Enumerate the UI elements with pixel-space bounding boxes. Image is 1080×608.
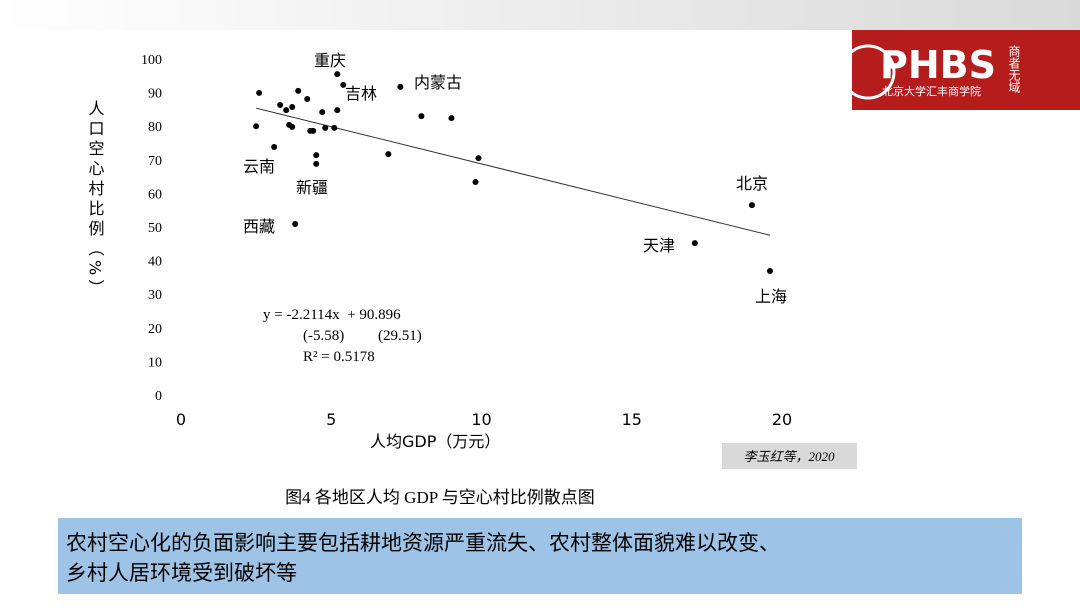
point [448, 115, 455, 122]
point [310, 127, 317, 134]
source-box [722, 443, 857, 469]
point-label: 上海 [755, 287, 787, 306]
x-tick-label: 15 [622, 410, 642, 429]
point [418, 113, 425, 120]
summary-line: 乡村人居环境受到破坏等 [66, 561, 297, 585]
trendline [256, 107, 771, 236]
point [271, 144, 278, 151]
top-bar [0, 0, 1080, 30]
y-tick-label: 50 [148, 221, 162, 236]
point-label: 西藏 [243, 217, 275, 236]
point [397, 83, 404, 90]
point-label: 天津 [643, 236, 675, 255]
source: 李玉红等，2020 [743, 449, 835, 464]
summary-box [58, 518, 1022, 594]
point [304, 95, 311, 102]
y-tick-label: 90 [148, 87, 162, 102]
y-tick-label: 100 [141, 53, 162, 68]
y-axis-title: 人口空心村比例（%） [86, 100, 105, 299]
y-tick-label: 70 [148, 154, 162, 169]
y-tick-label: 10 [148, 355, 162, 370]
y-tick-label: 40 [148, 255, 162, 270]
equation: y = -2.2114x + 90.896 [263, 307, 401, 323]
logo-motto: 商者无域 [1007, 44, 1021, 93]
y-tick-label: 0 [155, 389, 162, 404]
x-tick-label: 0 [176, 410, 186, 429]
point [295, 87, 302, 94]
point-label: 重庆 [314, 51, 346, 70]
equation: R² = 0.5178 [303, 349, 375, 365]
point [748, 202, 755, 209]
summary-line: 农村空心化的负面影响主要包括耕地资源严重流失、农村整体面貌难以改变、 [66, 531, 780, 555]
point [475, 155, 482, 162]
x-axis-title: 人均GDP（万元） [370, 432, 500, 451]
point-label: 云南 [243, 157, 275, 176]
point [292, 220, 299, 227]
point [289, 104, 296, 111]
point [331, 124, 338, 131]
logo-brand: PHBS [880, 43, 996, 87]
point [283, 107, 290, 114]
point-label: 新疆 [296, 178, 328, 197]
point [319, 109, 326, 116]
point [472, 178, 479, 185]
x-tick-label: 20 [772, 410, 792, 429]
point [340, 81, 347, 88]
point [334, 71, 341, 78]
point [313, 152, 320, 159]
point [277, 102, 284, 109]
point-label: 内蒙古 [414, 73, 462, 92]
logo-emblem [840, 44, 896, 100]
point-label: 北京 [736, 174, 768, 193]
y-tick-label: 30 [148, 288, 162, 303]
point [289, 123, 296, 130]
point [256, 89, 263, 96]
x-tick-label: 10 [471, 410, 491, 429]
point [334, 107, 341, 114]
chart: 0 10 20 30 40 50 60 70 80 90 100 0 5 10 15 20 人均GDP（万元） 人… [86, 51, 793, 451]
point [322, 124, 329, 131]
point [766, 268, 773, 275]
point [313, 160, 320, 167]
logo-school: 北京大学汇丰商学院 [882, 84, 981, 98]
point [253, 123, 260, 130]
y-tick-label: 80 [148, 120, 162, 135]
logo-block [852, 30, 1080, 110]
point-label: 吉林 [345, 84, 377, 103]
y-tick-label: 60 [148, 187, 162, 202]
caption: 图4 各地区人均 GDP 与空心村比例散点图 [285, 488, 595, 507]
x-tick-label: 5 [326, 410, 336, 429]
equation: (-5.58) (29.51) [303, 328, 422, 344]
y-tick-label: 20 [148, 322, 162, 337]
point [691, 240, 698, 247]
point [385, 151, 392, 158]
